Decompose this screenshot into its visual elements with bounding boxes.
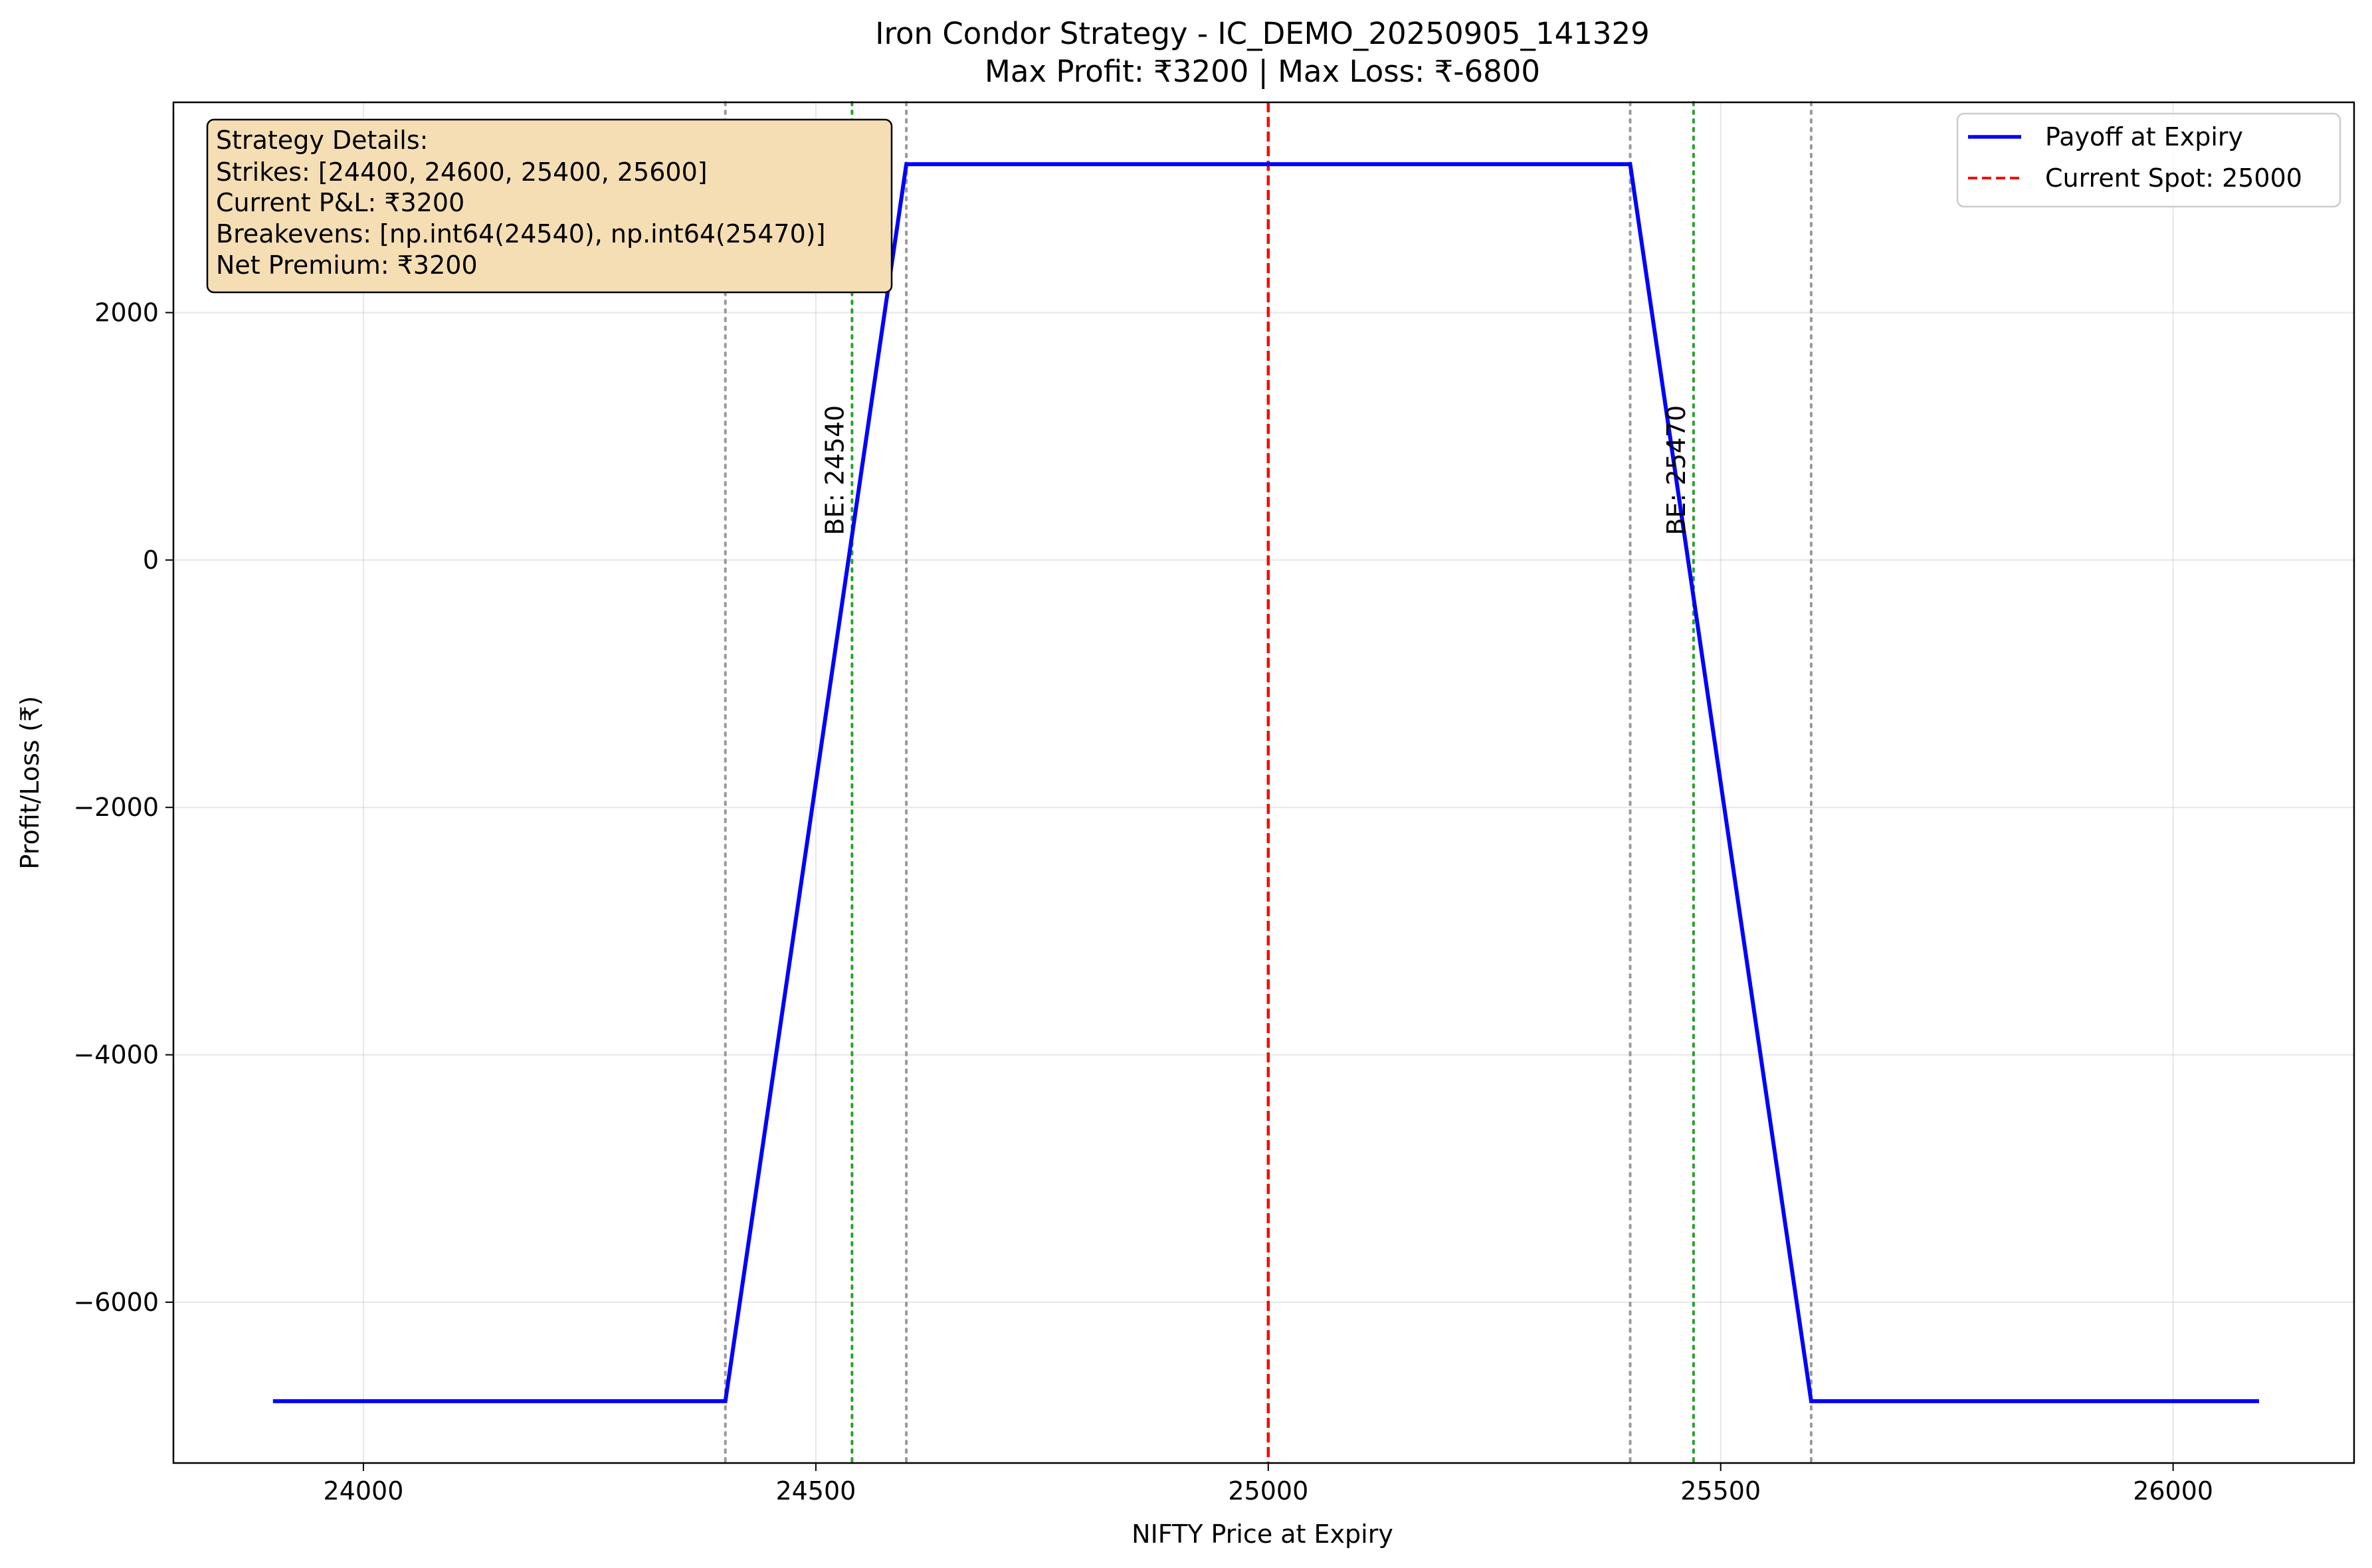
chart-title: Iron Condor Strategy - IC_DEMO_20250905_… — [875, 16, 1650, 51]
x-axis-ticks: 24000 24500 25000 25500 26000 — [324, 1463, 2213, 1506]
x-axis-label: NIFTY Price at Expiry — [1132, 1519, 1393, 1549]
x-tick-label: 24000 — [324, 1476, 404, 1506]
breakeven-label: BE: 25470 — [1662, 405, 1691, 536]
info-line-current-pnl: Current P&L: ₹3200 — [216, 188, 464, 217]
info-line-net-premium: Net Premium: ₹3200 — [216, 250, 478, 280]
y-tick-label: −6000 — [73, 1288, 159, 1317]
y-axis-ticks: −6000 −4000 −2000 0 2000 — [73, 298, 173, 1317]
x-tick-label: 25500 — [1680, 1476, 1761, 1506]
legend-label-payoff: Payoff at Expiry — [2045, 122, 2243, 151]
info-box-background — [206, 118, 893, 294]
legend: Payoff at Expiry Current Spot: 25000 — [1956, 112, 2341, 208]
legend-frame — [1956, 112, 2341, 208]
reference-lines — [724, 101, 1813, 1464]
breakeven-labels: BE: 24540 BE: 25470 — [820, 405, 1690, 536]
y-axis-label: Profit/Loss (₹) — [15, 696, 45, 869]
x-tick-label: 26000 — [2133, 1476, 2213, 1506]
x-tick-label: 24500 — [775, 1476, 856, 1506]
y-tick-label: 0 — [143, 545, 159, 575]
info-line-heading: Strategy Details: — [216, 126, 428, 155]
y-tick-label: 2000 — [94, 298, 159, 328]
series-layer — [272, 162, 2259, 1403]
y-tick-label: −2000 — [73, 793, 159, 822]
info-box: Strategy Details: Strikes: [24400, 24600… — [206, 118, 893, 294]
legend-label-current-spot: Current Spot: 25000 — [2045, 163, 2302, 193]
chart-subtitle: Max Profit: ₹3200 | Max Loss: ₹-6800 — [985, 54, 1540, 89]
x-tick-label: 25000 — [1228, 1476, 1308, 1506]
info-line-breakevens: Breakevens: [np.int64(24540), np.int64(2… — [216, 219, 825, 248]
info-line-strikes: Strikes: [24400, 24600, 25400, 25600] — [216, 157, 708, 187]
plot-frame — [172, 101, 2355, 1464]
payoff-line — [272, 162, 2259, 1403]
breakeven-label: BE: 24540 — [820, 405, 849, 536]
y-tick-label: −4000 — [73, 1040, 159, 1070]
